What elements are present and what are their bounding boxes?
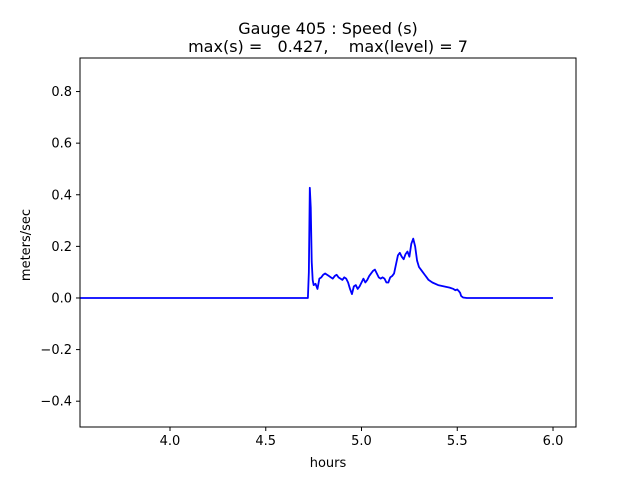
y-tick-label: −0.2	[40, 343, 72, 358]
chart-subtitle: max(s) = 0.427, max(level) = 7	[188, 37, 468, 56]
y-tick-label: 0.2	[51, 240, 72, 255]
x-tick-label: 6.0	[543, 434, 564, 449]
y-axis-label: meters/sec	[19, 209, 34, 281]
x-axis: 4.0 4.5 5.0 5.5 6.0	[160, 427, 564, 449]
chart-title: Gauge 405 : Speed (s)	[238, 19, 418, 38]
series-line-0	[80, 186, 554, 299]
y-tick-label: 0.8	[51, 85, 72, 100]
y-tick-label: 0.0	[51, 291, 72, 306]
x-tick-label: 4.0	[160, 434, 181, 449]
plot-frame	[79, 57, 577, 428]
plot-area	[79, 57, 577, 428]
x-tick-label: 4.5	[255, 434, 276, 449]
x-tick-label: 5.5	[447, 434, 468, 449]
x-tick-label: 5.0	[351, 434, 372, 449]
y-tick-label: 0.6	[51, 137, 72, 152]
y-tick-label: −0.4	[40, 395, 72, 410]
x-axis-label: hours	[310, 456, 347, 471]
y-tick-label: 0.4	[51, 188, 72, 203]
y-axis: −0.4 −0.2 0.0 0.2 0.4 0.6 0.8	[40, 85, 80, 410]
